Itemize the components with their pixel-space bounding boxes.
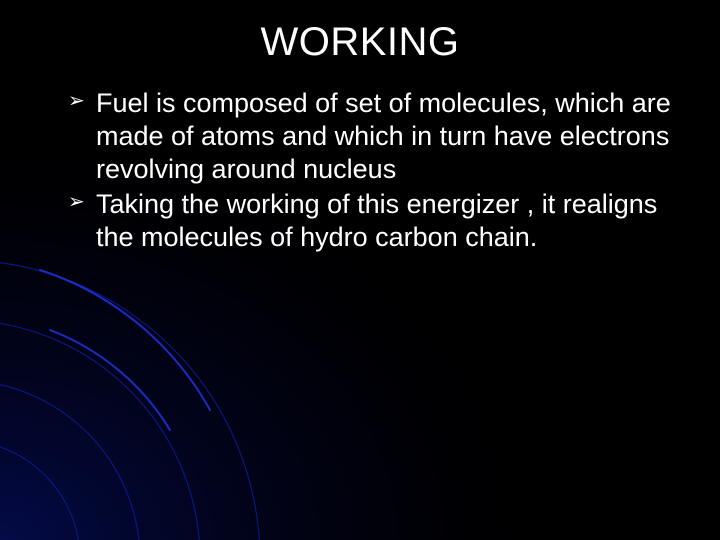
slide: WORKING ➢ Fuel is composed of set of mol… (0, 0, 720, 540)
list-item: ➢ Taking the working of this energizer ,… (68, 188, 680, 254)
bullet-text: Fuel is composed of set of molecules, wh… (96, 88, 671, 184)
bullet-marker-icon: ➢ (68, 192, 85, 212)
bullet-marker-icon: ➢ (68, 91, 85, 111)
bullet-text: Taking the working of this energizer , i… (96, 189, 657, 252)
list-item: ➢ Fuel is composed of set of molecules, … (68, 87, 680, 186)
slide-title: WORKING (40, 20, 680, 65)
bullet-list: ➢ Fuel is composed of set of molecules, … (40, 87, 680, 254)
